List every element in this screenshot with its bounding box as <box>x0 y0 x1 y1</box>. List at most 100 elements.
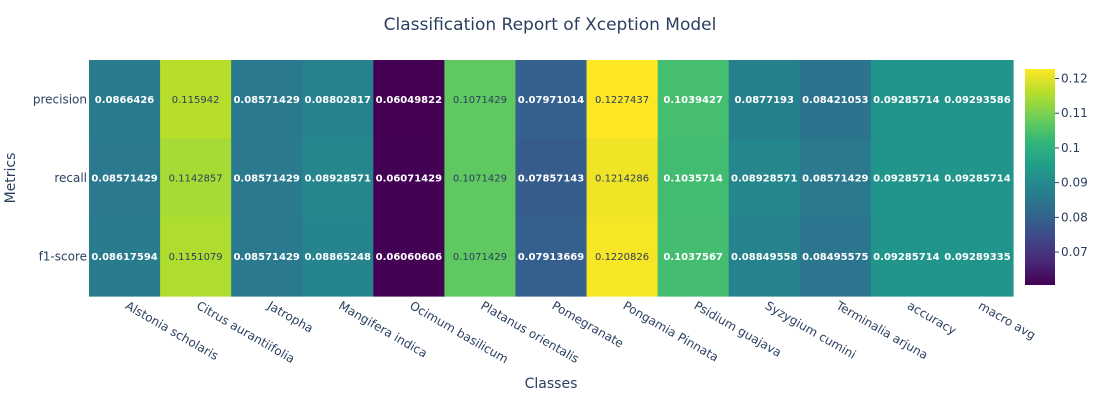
cell-value-label: 0.08495575 <box>802 252 868 263</box>
cell-value-label: 0.1227437 <box>595 95 649 106</box>
cell-value-label: 0.1142857 <box>169 174 223 185</box>
heatmap-cell <box>586 217 659 297</box>
cell-value-label: 0.1071429 <box>453 95 507 106</box>
y-axis-title: Metrics <box>3 153 19 204</box>
cell-value-label: 0.1037567 <box>663 252 723 263</box>
cell-value-label: 0.1071429 <box>453 174 507 185</box>
heatmap-cell <box>941 138 1014 218</box>
cell-value-label: 0.06071429 <box>376 174 442 185</box>
colorbar-tick-label: 0.08 <box>1061 210 1088 224</box>
heatmap-cell <box>657 60 730 140</box>
heatmap-cell <box>231 60 303 140</box>
heatmap-cell <box>870 60 943 140</box>
colorbar-tick-label: 0.09 <box>1061 176 1088 190</box>
cell-value-label: 0.115942 <box>172 95 220 106</box>
heatmap-cell <box>799 60 872 140</box>
cell-value-label: 0.08802817 <box>305 95 371 106</box>
colorbar <box>1025 69 1055 285</box>
heatmap-cell <box>231 138 303 218</box>
cell-value-label: 0.08865248 <box>305 252 371 263</box>
heatmap-cell <box>160 217 232 297</box>
cell-value-label: 0.08617594 <box>91 252 157 263</box>
y-tick-label: recall <box>54 171 87 185</box>
cell-value-label: 0.08571429 <box>233 174 299 185</box>
cell-value-label: 0.1071429 <box>453 252 507 263</box>
cell-value-label: 0.08849558 <box>731 252 797 263</box>
heatmap-cell <box>444 60 517 140</box>
heatmap-cell <box>799 138 872 218</box>
y-tick-label: precision <box>33 92 87 106</box>
cell-value-label: 0.0877193 <box>734 95 794 106</box>
colorbar-tick-label: 0.1 <box>1061 141 1080 155</box>
cell-value-label: 0.1214286 <box>595 174 649 185</box>
cell-value-label: 0.08928571 <box>305 174 371 185</box>
cell-value-label: 0.06049822 <box>376 95 442 106</box>
heatmap-cell <box>302 60 374 140</box>
cell-value-label: 0.1035714 <box>663 174 723 185</box>
cell-value-label: 0.09285714 <box>873 174 939 185</box>
cell-value-label: 0.1039427 <box>663 95 723 106</box>
cell-value-label: 0.08571429 <box>233 95 299 106</box>
heatmap-cell <box>657 138 730 218</box>
cell-value-label: 0.09285714 <box>873 95 939 106</box>
colorbar-ticks: 0.07 0.08 0.09 0.1 0.11 0.12 <box>1055 72 1088 259</box>
x-tick-label: Jatropha <box>264 298 315 336</box>
x-tick-label: accuracy <box>905 298 959 337</box>
heatmap-cell <box>89 60 161 140</box>
cell-value-label: 0.07971014 <box>518 95 584 106</box>
chart-title: Classification Report of Xception Model <box>384 15 717 35</box>
heatmap-cell <box>870 217 943 297</box>
cell-value-label: 0.08421053 <box>802 95 868 106</box>
cell-value-label: 0.07913669 <box>518 252 584 263</box>
heatmap-cell <box>799 217 872 297</box>
colorbar-tick-label: 0.07 <box>1061 245 1088 259</box>
heatmap-cell <box>302 138 374 218</box>
cell-value-label: 0.08571429 <box>802 174 868 185</box>
cell-value-label: 0.0866426 <box>95 95 155 106</box>
heatmap-cell <box>941 217 1014 297</box>
x-axis-title: Classes <box>525 376 578 392</box>
heatmap-cell <box>728 217 801 297</box>
heatmap-cell <box>444 217 517 297</box>
heatmap-cell <box>515 217 588 297</box>
heatmap-cell-labels: 0.0866426 0.115942 0.08571429 0.08802817 0.0… <box>91 95 1010 263</box>
cell-value-label: 0.09289335 <box>944 252 1010 263</box>
cell-value-label: 0.07857143 <box>518 174 584 185</box>
heatmap-cell <box>89 138 161 218</box>
heatmap-cells <box>89 60 1014 297</box>
heatmap-cell <box>373 138 445 218</box>
heatmap-cell <box>728 60 801 140</box>
heatmap-cell <box>586 138 659 218</box>
cell-value-label: 0.09285714 <box>873 252 939 263</box>
y-tick-label: f1-score <box>39 250 87 264</box>
heatmap-cell <box>302 217 374 297</box>
heatmap-cell <box>231 217 303 297</box>
cell-value-label: 0.1220826 <box>595 252 649 263</box>
heatmap-cell <box>373 217 445 297</box>
y-axis-ticks: precision recall f1-score <box>33 92 87 263</box>
cell-value-label: 0.08571429 <box>91 174 157 185</box>
cell-value-label: 0.08571429 <box>233 252 299 263</box>
colorbar-tick-label: 0.11 <box>1061 106 1088 120</box>
cell-value-label: 0.06060606 <box>376 252 442 263</box>
heatmap-cell <box>373 60 445 140</box>
heatmap-cell <box>444 138 517 218</box>
heatmap-cell <box>515 60 588 140</box>
heatmap-cell <box>160 60 232 140</box>
heatmap-cell <box>515 138 588 218</box>
heatmap-cell <box>89 217 161 297</box>
cell-value-label: 0.08928571 <box>731 174 797 185</box>
heatmap-cell <box>728 138 801 218</box>
colorbar-tick-label: 0.12 <box>1061 72 1088 86</box>
heatmap-cell <box>870 138 943 218</box>
cell-value-label: 0.09293586 <box>944 95 1010 106</box>
heatmap-cell <box>586 60 659 140</box>
heatmap-cell <box>941 60 1014 140</box>
x-tick-label: macro avg <box>976 298 1038 342</box>
cell-value-label: 0.1151079 <box>169 252 223 263</box>
cell-value-label: 0.09285714 <box>944 174 1010 185</box>
heatmap-cell <box>657 217 730 297</box>
